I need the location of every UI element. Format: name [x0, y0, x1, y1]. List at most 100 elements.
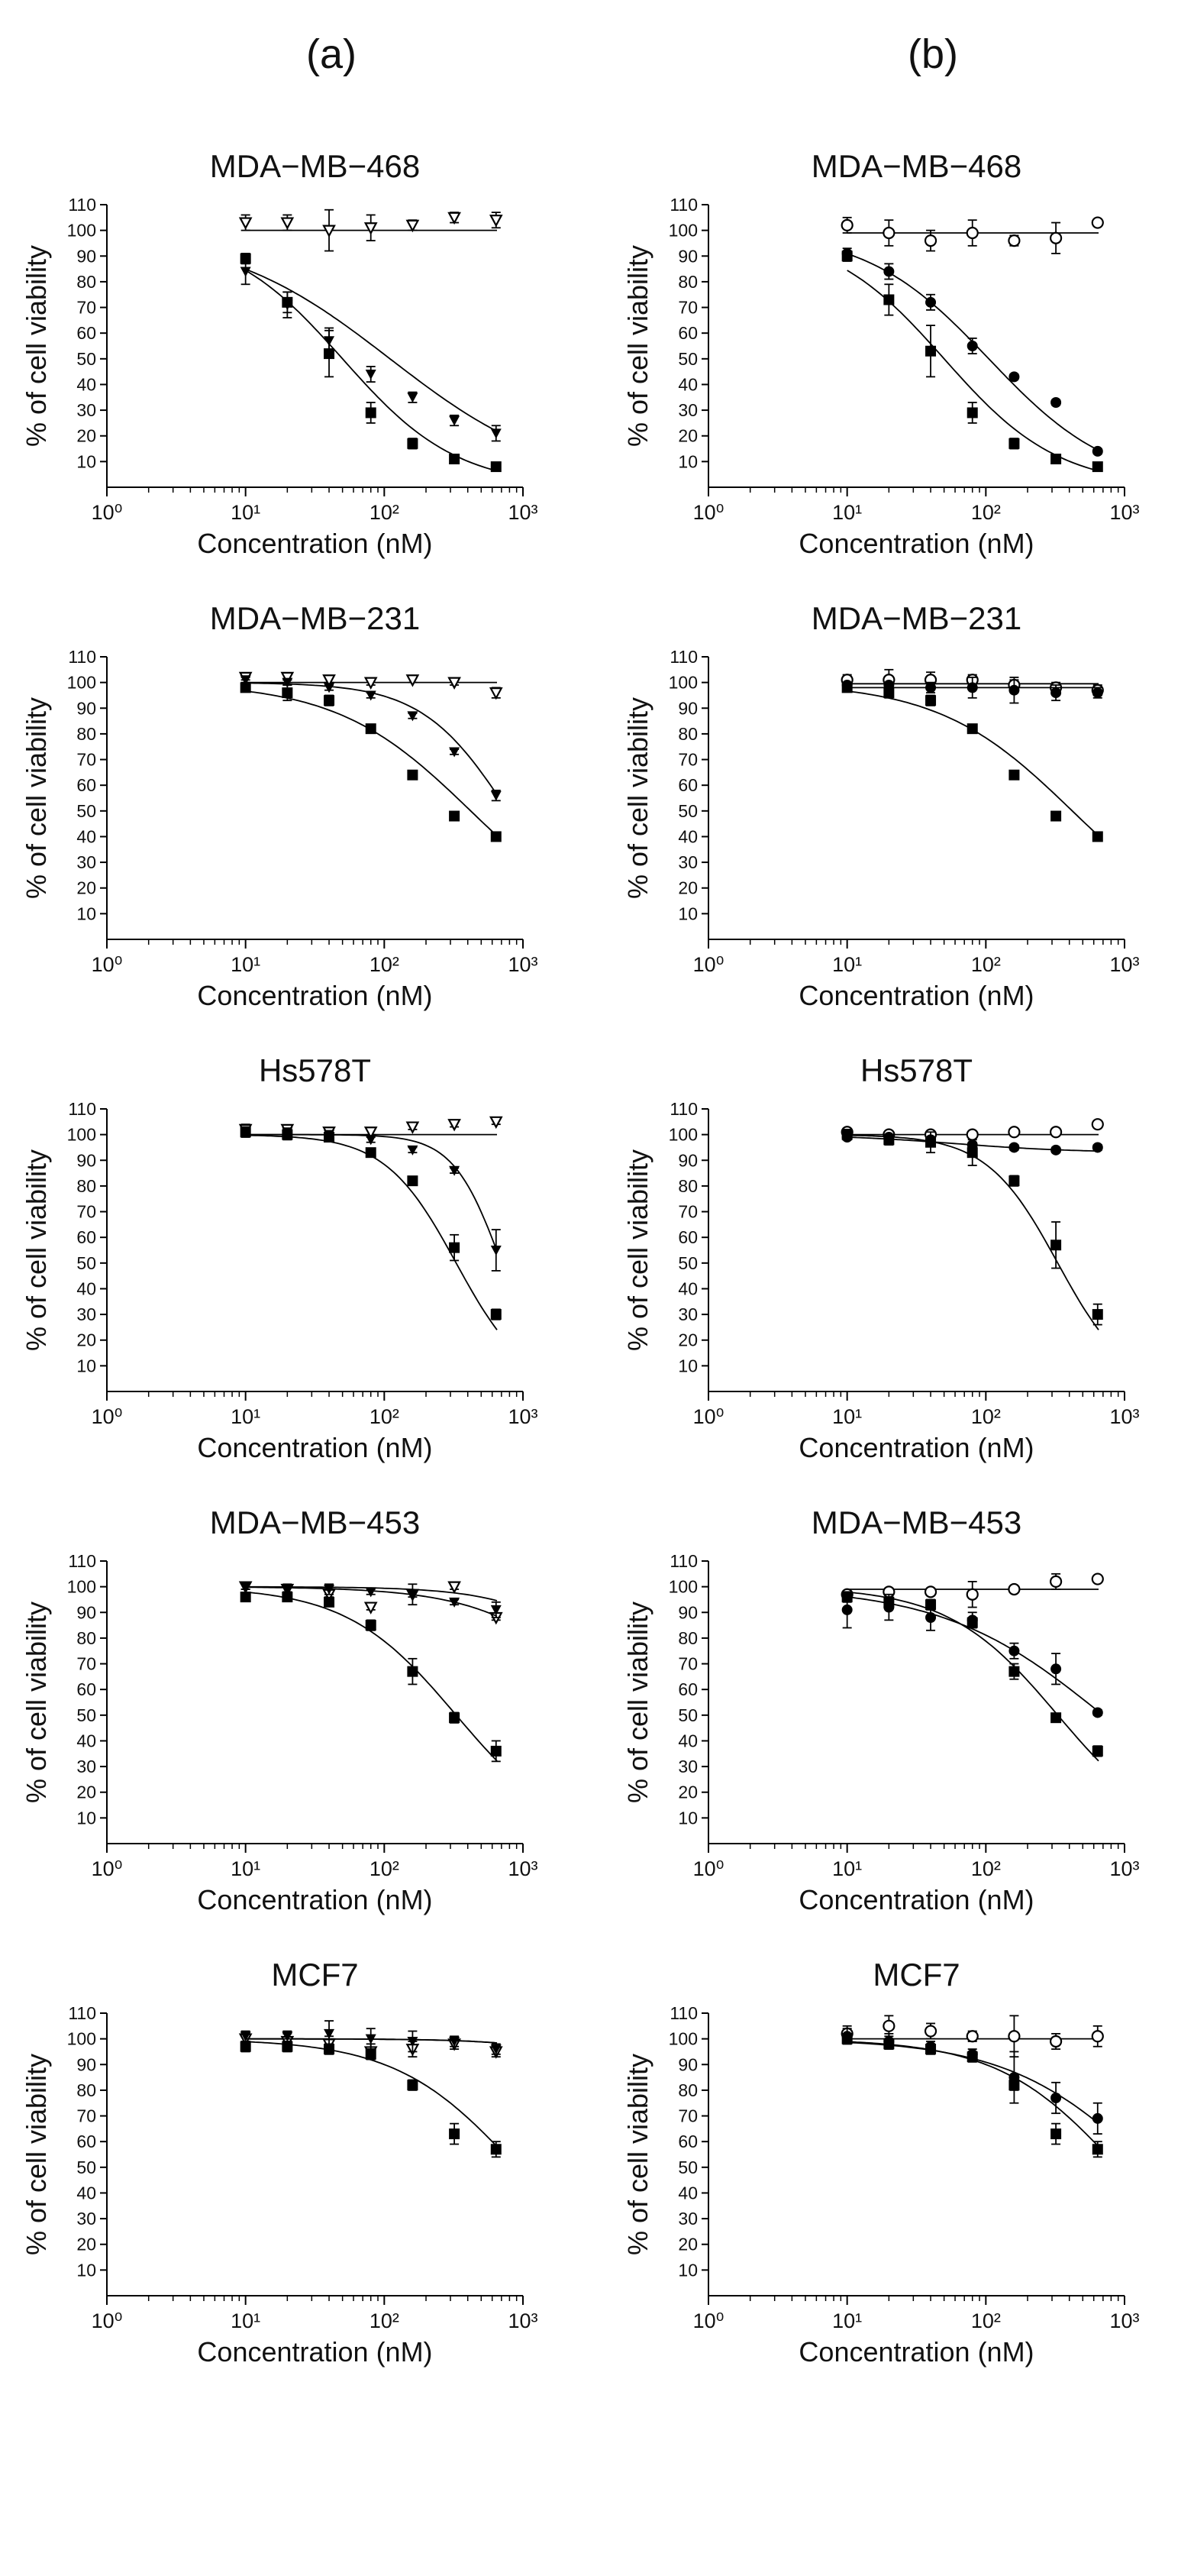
data-point [1050, 1575, 1063, 1589]
y-axis-label: % of cell viability [21, 245, 52, 447]
data-point [489, 687, 503, 700]
x-tick-label: 10² [971, 1857, 1001, 1880]
y-tick-label: 50 [678, 1253, 698, 1273]
data-point [490, 2044, 502, 2055]
y-tick-label: 50 [678, 1705, 698, 1725]
data-point [282, 1585, 293, 1595]
y-tick-label: 20 [678, 1783, 698, 1802]
x-tick-label: 10¹ [832, 1405, 862, 1428]
y-tick-label: 40 [678, 1731, 698, 1750]
data-point [1008, 438, 1020, 449]
x-tick-label: 10³ [508, 1405, 537, 1428]
chart-title: MDA−MB−453 [812, 1505, 1021, 1540]
data-point [240, 675, 251, 686]
y-tick-label: 50 [76, 801, 96, 821]
data-point [490, 790, 502, 801]
y-tick-label: 80 [76, 2080, 96, 2100]
x-tick-label: 10¹ [231, 1857, 260, 1880]
data-point [883, 1602, 895, 1613]
y-tick-label: 100 [669, 2029, 698, 2049]
series-circle [841, 677, 1103, 704]
data-point [363, 1126, 378, 1139]
y-tick-label: 30 [678, 1304, 698, 1324]
data-point [883, 1132, 895, 1143]
data-point [365, 370, 376, 380]
data-point [1050, 1712, 1062, 1724]
y-tick-label: 50 [76, 2157, 96, 2177]
data-point [966, 1588, 979, 1601]
y-tick-label: 30 [678, 2209, 698, 2229]
data-point [1008, 1126, 1021, 1139]
chart-title: MDA−MB−231 [812, 600, 1021, 636]
data-point [240, 2031, 251, 2042]
fit-curve [245, 268, 498, 432]
series-circle-open [841, 1572, 1104, 1608]
y-tick-label: 60 [76, 1679, 96, 1699]
y-tick-label: 10 [76, 1356, 96, 1375]
data-point [280, 671, 295, 685]
data-point [925, 1612, 937, 1623]
fit-curve [245, 1591, 498, 1762]
data-point [365, 723, 376, 735]
data-point [407, 393, 418, 403]
y-tick-label: 100 [669, 673, 698, 693]
data-point [363, 222, 378, 235]
fit-curve [245, 1134, 498, 1330]
series-tri-filled [240, 2020, 502, 2055]
data-point [407, 2037, 418, 2047]
data-point [924, 1585, 937, 1598]
x-tick-label: 10⁰ [92, 953, 123, 976]
data-point [1008, 769, 1020, 781]
data-point [1092, 687, 1103, 699]
chart-title: MDA−MB−468 [812, 148, 1021, 184]
y-tick-label: 100 [669, 1577, 698, 1597]
y-tick-label: 70 [76, 1654, 96, 1674]
data-point [925, 345, 937, 357]
x-tick-label: 10² [369, 2309, 399, 2332]
data-point [1092, 1707, 1103, 1718]
series-square [240, 1126, 502, 1330]
chart-panel: MDA−MB−231 10 20 30 40 50 60 70 80 90 100 110 10⁰ 10¹… [622, 600, 1140, 1011]
y-tick-label: 20 [76, 1783, 96, 1802]
data-point [322, 674, 336, 687]
data-point [324, 2028, 335, 2039]
y-tick-label: 110 [68, 647, 96, 667]
x-tick-label: 10³ [1109, 501, 1139, 524]
x-axis-label: Concentration (nM) [197, 1884, 432, 1915]
data-point [966, 226, 979, 240]
data-point [966, 407, 978, 419]
data-point [490, 428, 502, 439]
data-point [1008, 1582, 1021, 1596]
data-point [324, 695, 335, 706]
x-tick-label: 10⁰ [693, 953, 724, 976]
data-point [1092, 1142, 1103, 1153]
x-tick-label: 10² [369, 1405, 399, 1428]
y-tick-label: 70 [76, 2106, 96, 2126]
data-point [489, 1116, 503, 1130]
data-point [365, 1587, 376, 1598]
y-tick-label: 10 [678, 2260, 698, 2280]
y-tick-label: 70 [76, 298, 96, 318]
x-tick-label: 10¹ [231, 501, 260, 524]
y-tick-label: 20 [76, 426, 96, 446]
data-point [1008, 2072, 1020, 2083]
y-axis-label: % of cell viability [622, 2054, 653, 2255]
data-point [365, 407, 376, 419]
series-square [240, 1591, 502, 1763]
data-point [1050, 2035, 1063, 2048]
x-tick-label: 10¹ [231, 953, 260, 976]
x-axis-label: Concentration (nM) [799, 1884, 1034, 1915]
y-tick-label: 110 [670, 647, 698, 667]
x-tick-label: 10² [971, 501, 1001, 524]
y-tick-label: 20 [678, 1330, 698, 1350]
y-tick-label: 50 [678, 801, 698, 821]
data-point [883, 687, 895, 699]
y-tick-label: 60 [76, 2132, 96, 2151]
chart-panel: Hs578T 10 20 30 40 50 60 70 80 90 100 110 10⁰ 10¹ 10² 1… [622, 1052, 1140, 1463]
data-point [1092, 2144, 1103, 2155]
data-point [363, 1602, 378, 1614]
series-circle [841, 1591, 1103, 1718]
y-tick-label: 70 [678, 2106, 698, 2126]
data-point [1008, 684, 1020, 696]
data-point [324, 1585, 335, 1595]
